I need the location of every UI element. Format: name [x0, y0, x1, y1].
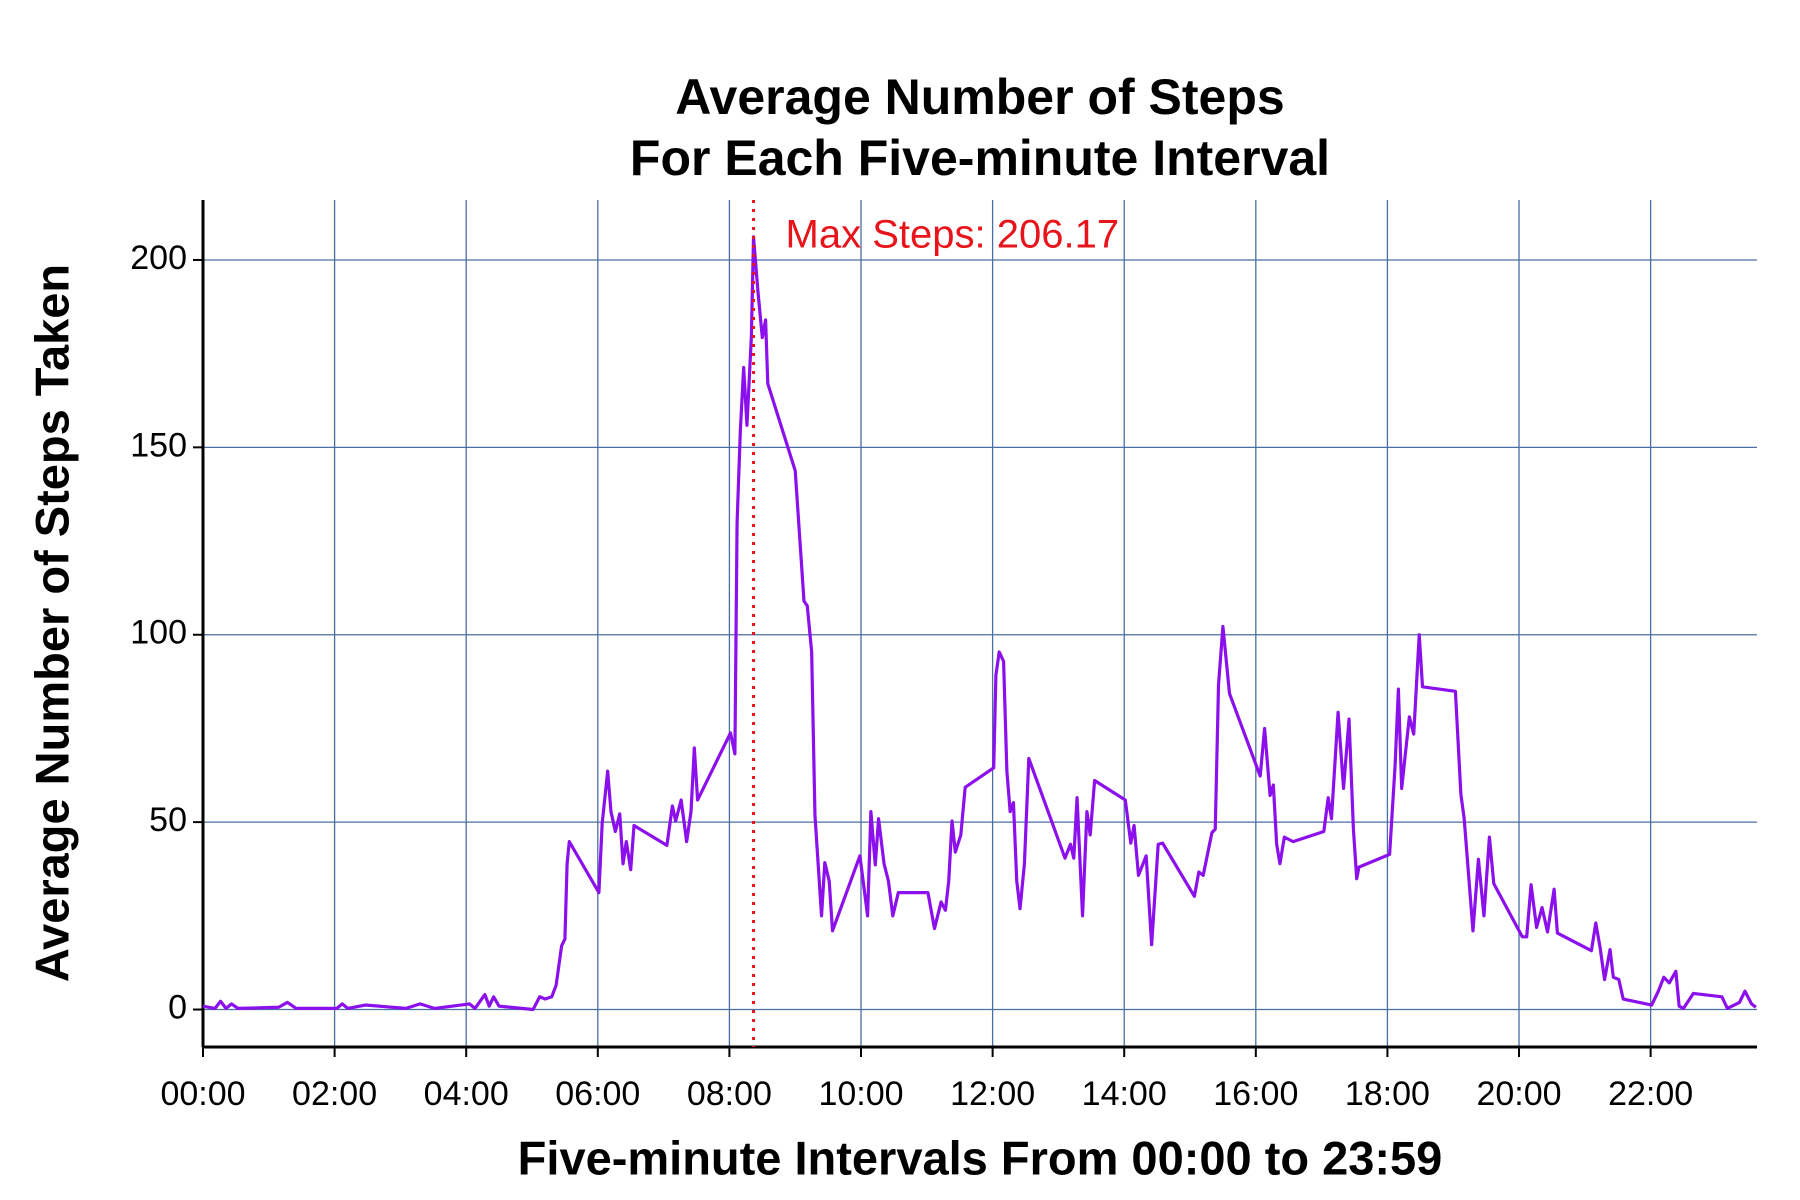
x-tick-label: 00:00 [160, 1075, 245, 1113]
x-tick-label: 20:00 [1476, 1075, 1561, 1113]
x-tick-label: 18:00 [1345, 1075, 1430, 1113]
y-tick-label: 50 [149, 801, 187, 839]
x-tick-label: 10:00 [818, 1075, 903, 1113]
x-tick-label: 08:00 [687, 1075, 772, 1113]
annotation: Max Steps: 206.17 [786, 212, 1120, 256]
x-tick-label: 14:00 [1082, 1075, 1167, 1113]
x-tick-label: 04:00 [424, 1075, 509, 1113]
x-axis-label: Five-minute Intervals From 00:00 to 23:5… [518, 1131, 1443, 1184]
y-tick-label: 150 [130, 426, 187, 464]
chart-title: For Each Five-minute Interval [630, 130, 1330, 186]
y-tick-label: 200 [130, 239, 187, 277]
data-line [202, 235, 1757, 1012]
y-axis-label: Average Number of Steps Taken [25, 264, 78, 982]
y-tick-label: 0 [168, 989, 187, 1027]
x-tick-label: 16:00 [1213, 1075, 1298, 1113]
chart-title: Average Number of Steps [675, 69, 1284, 125]
y-tick-label: 100 [130, 614, 187, 652]
x-tick-label: 06:00 [555, 1075, 640, 1113]
x-tick-label: 02:00 [292, 1075, 377, 1113]
x-tick-label: 22:00 [1608, 1075, 1693, 1113]
x-tick-label: 12:00 [950, 1075, 1035, 1113]
